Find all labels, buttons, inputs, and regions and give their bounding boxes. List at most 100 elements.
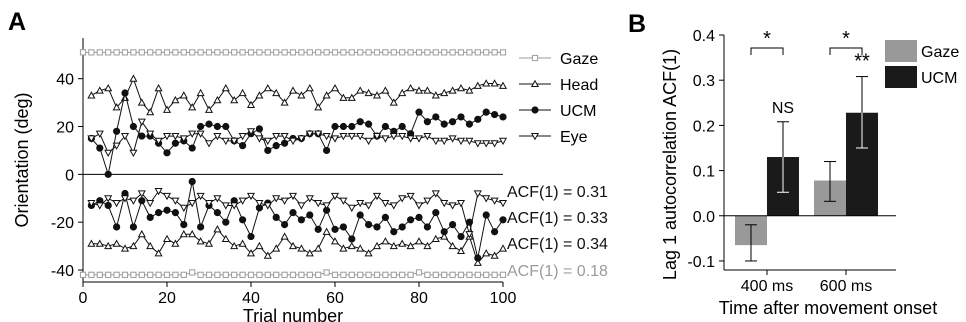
data-point bbox=[424, 271, 431, 278]
data-point bbox=[264, 271, 271, 278]
data-point bbox=[339, 197, 348, 205]
data-point bbox=[87, 91, 96, 99]
data-point bbox=[473, 190, 482, 198]
data-point bbox=[347, 241, 356, 250]
data-point bbox=[305, 84, 314, 92]
data-point bbox=[213, 122, 221, 131]
x-tick-label: 60 bbox=[326, 290, 344, 307]
data-point bbox=[196, 130, 205, 138]
data-point bbox=[356, 199, 365, 208]
data-point bbox=[440, 228, 448, 236]
data-point bbox=[399, 49, 406, 56]
y-tick-label: 0.4 bbox=[693, 28, 715, 45]
data-point bbox=[138, 197, 146, 205]
data-point bbox=[129, 197, 138, 205]
data-point bbox=[130, 49, 137, 56]
data-point bbox=[264, 146, 272, 155]
data-point bbox=[315, 271, 322, 278]
data-point bbox=[95, 239, 104, 247]
data-point bbox=[180, 49, 187, 56]
data-point bbox=[431, 91, 440, 99]
x-axis-label: Time after movement onset bbox=[719, 298, 937, 318]
data-point bbox=[457, 49, 465, 56]
data-point bbox=[440, 199, 449, 208]
data-point bbox=[280, 232, 289, 240]
data-point bbox=[474, 254, 482, 262]
data-point bbox=[306, 211, 314, 219]
data-point bbox=[331, 49, 339, 56]
data-point bbox=[255, 125, 263, 133]
data-point bbox=[322, 91, 331, 99]
data-point bbox=[263, 137, 272, 146]
data-point bbox=[239, 142, 247, 150]
data-point bbox=[323, 269, 330, 276]
data-point bbox=[440, 137, 449, 146]
data-point bbox=[121, 49, 129, 56]
data-point bbox=[314, 199, 323, 208]
data-point bbox=[491, 271, 498, 278]
data-point bbox=[356, 118, 364, 126]
data-point bbox=[163, 206, 171, 214]
data-point bbox=[365, 49, 372, 56]
data-point bbox=[432, 209, 440, 217]
data-point bbox=[457, 232, 465, 241]
data-point bbox=[189, 49, 196, 56]
data-point bbox=[330, 135, 340, 143]
data-point bbox=[162, 234, 172, 243]
x-tick-label: 100 bbox=[490, 290, 517, 307]
data-point bbox=[273, 271, 280, 278]
data-point bbox=[448, 202, 457, 210]
data-point bbox=[155, 271, 162, 278]
data-point bbox=[197, 49, 204, 56]
data-point bbox=[315, 49, 322, 56]
data-point bbox=[222, 271, 229, 278]
data-point bbox=[424, 49, 431, 56]
data-point bbox=[288, 86, 298, 94]
y-tick-label: 0 bbox=[65, 167, 74, 184]
data-point bbox=[214, 49, 221, 56]
y-axis-label: Orientation (deg) bbox=[12, 92, 32, 227]
data-point bbox=[205, 271, 213, 278]
data-point bbox=[113, 223, 121, 231]
panel-letter-b: B bbox=[628, 10, 646, 38]
data-point bbox=[483, 49, 490, 56]
y-tick-label: 0.0 bbox=[693, 209, 715, 226]
data-point bbox=[238, 133, 247, 141]
data-point bbox=[298, 49, 305, 56]
data-point bbox=[230, 241, 239, 250]
data-point bbox=[414, 135, 424, 143]
data-point bbox=[449, 271, 456, 278]
data-point bbox=[280, 197, 289, 205]
data-point bbox=[306, 271, 313, 278]
data-point bbox=[104, 170, 112, 178]
data-point bbox=[432, 271, 439, 278]
data-point bbox=[356, 86, 365, 94]
data-point bbox=[348, 235, 356, 243]
data-point bbox=[96, 271, 103, 278]
data-point bbox=[423, 86, 432, 94]
data-point bbox=[221, 234, 230, 243]
data-point bbox=[188, 177, 196, 186]
data-point bbox=[466, 49, 473, 56]
data-point bbox=[415, 108, 423, 116]
data-point bbox=[189, 269, 196, 276]
data-point bbox=[398, 122, 406, 131]
data-point bbox=[474, 49, 481, 56]
data-point bbox=[205, 120, 213, 128]
data-point bbox=[399, 271, 406, 278]
data-point bbox=[289, 209, 297, 217]
data-point bbox=[306, 49, 313, 56]
x-tick-label: 80 bbox=[410, 290, 428, 307]
data-point bbox=[498, 244, 508, 252]
data-point bbox=[364, 220, 373, 229]
data-point bbox=[188, 199, 197, 208]
data-point bbox=[457, 271, 465, 278]
data-point bbox=[256, 49, 263, 56]
data-point bbox=[180, 271, 187, 278]
data-point bbox=[297, 244, 306, 252]
data-point bbox=[440, 232, 449, 240]
panel-letter-a: A bbox=[8, 8, 26, 36]
significance-bracket bbox=[750, 47, 784, 55]
data-point bbox=[204, 105, 214, 113]
